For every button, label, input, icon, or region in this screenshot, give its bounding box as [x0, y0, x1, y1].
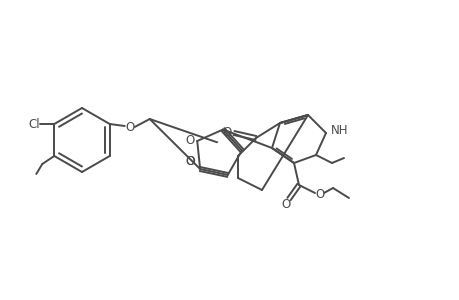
- Text: O: O: [185, 155, 195, 169]
- Text: O: O: [281, 197, 290, 211]
- Text: O: O: [185, 155, 195, 169]
- Text: Cl: Cl: [28, 118, 40, 130]
- Text: O: O: [315, 188, 324, 200]
- Text: O: O: [125, 121, 134, 134]
- Text: O: O: [222, 125, 231, 139]
- Text: O: O: [185, 134, 195, 146]
- Text: NH: NH: [330, 124, 348, 136]
